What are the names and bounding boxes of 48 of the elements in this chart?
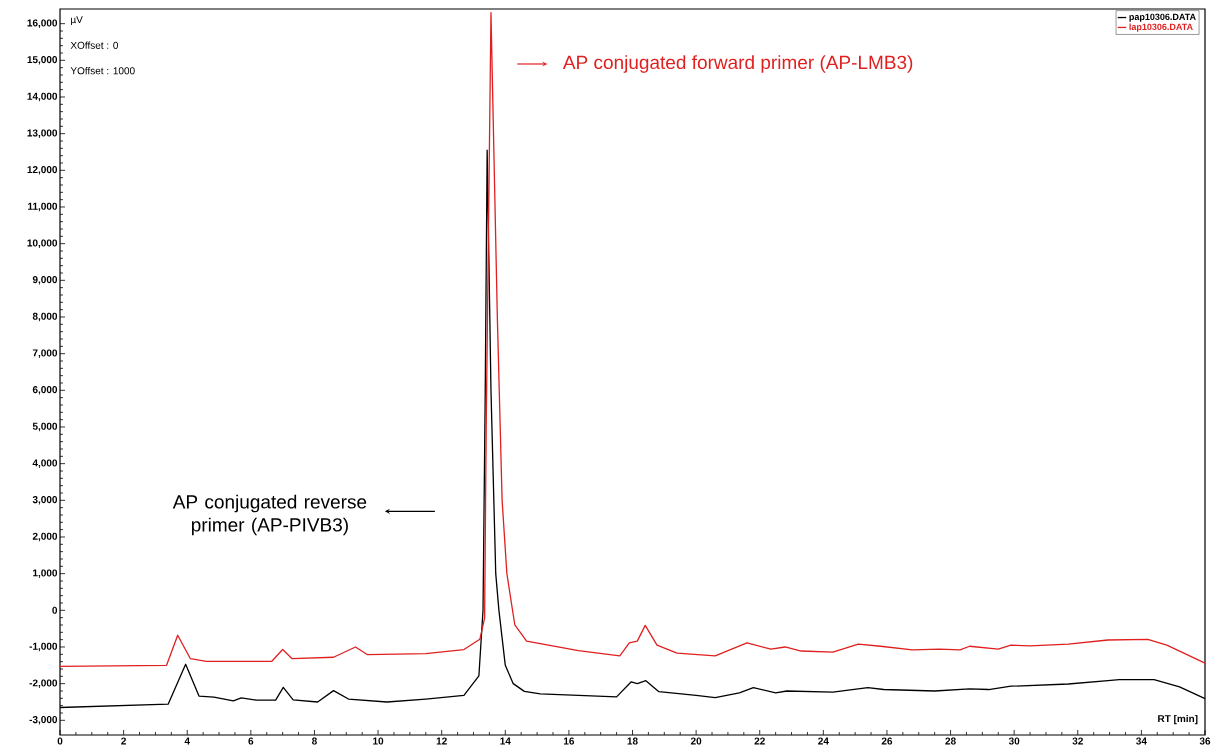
- x-tick-label: 36: [1199, 737, 1211, 745]
- y-tick-label: 15,000: [27, 56, 58, 65]
- y-tick-label: 14,000: [27, 92, 58, 102]
- x-tick-label: 18: [627, 737, 638, 745]
- y-tick-label: -1,000: [29, 642, 58, 652]
- x-tick-label: 6: [248, 737, 254, 745]
- legend-label: lap10306.DATA: [1129, 23, 1193, 32]
- y-tick-label: 6,000: [32, 386, 58, 395]
- x-tick-label: 34: [1136, 737, 1147, 745]
- x-tick-label: 20: [690, 737, 702, 745]
- y-axis-title: µV: [71, 16, 83, 26]
- y-tick-label: 11,000: [28, 202, 58, 212]
- x-tick-label: 0: [57, 737, 63, 745]
- x-tick-label: 14: [500, 737, 511, 745]
- y-tick-label: -3,000: [29, 716, 58, 725]
- x-tick-label: 32: [1072, 737, 1083, 745]
- x-tick-label: 2: [121, 737, 126, 745]
- line-series: [59, 12, 1206, 668]
- y-tick-label: 1,000: [33, 569, 58, 578]
- x-tick-label: 28: [945, 737, 956, 745]
- y-tick-label: 0: [52, 606, 58, 614]
- annotation: AP conjugated reverse primer (AP-PIVB3): [172, 494, 367, 536]
- x-tick-label: 10: [373, 737, 384, 745]
- x-axis-title: RT [min]: [1158, 714, 1198, 725]
- y-tick-label: 4,000: [32, 459, 58, 468]
- x-tick-label: 22: [754, 737, 765, 745]
- y-tick-label: 3,000: [32, 496, 58, 505]
- legend-label: pap10306.DATA: [1129, 13, 1196, 22]
- annotation: AP conjugated forward primer (AP-LMB3): [562, 55, 913, 73]
- y-tick-label: 9,000: [32, 276, 58, 285]
- x-tick-label: 16: [563, 737, 575, 745]
- x-tick-label: 30: [1008, 737, 1020, 745]
- y-tick-label: 2,000: [32, 532, 58, 542]
- y-tick-label: -2,000: [29, 679, 58, 688]
- x-tick-label: 8: [311, 737, 317, 745]
- y-tick-label: 10,000: [27, 239, 58, 248]
- y-tick-label: 8,000: [32, 312, 58, 322]
- y-tick-label: 13,000: [27, 129, 58, 138]
- annotation: YOffset : 1000: [70, 66, 135, 75]
- y-tick-label: 16,000: [27, 19, 58, 28]
- x-tick-label: 24: [818, 737, 829, 745]
- annotation: XOffset : 0: [70, 41, 119, 49]
- x-tick-label: 26: [881, 737, 893, 745]
- x-tick-label: 4: [184, 737, 190, 745]
- y-tick-label: 5,000: [32, 422, 58, 432]
- y-tick-label: 12,000: [27, 166, 58, 175]
- y-tick-label: 7,000: [32, 349, 58, 358]
- x-tick-label: 12: [436, 737, 447, 745]
